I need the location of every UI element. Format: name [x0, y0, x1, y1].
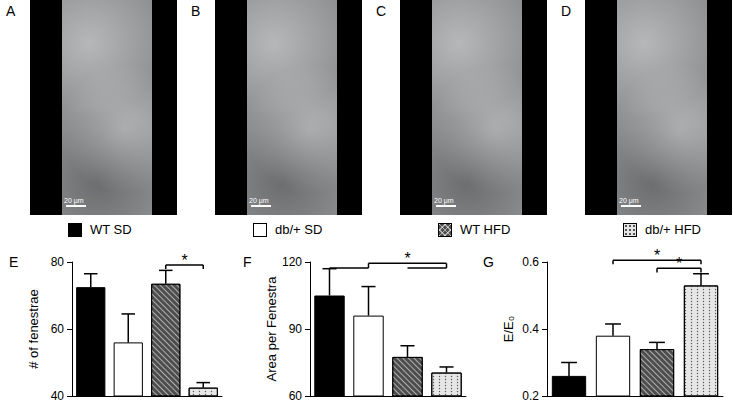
html-text:db/+ SD: db/+ SD	[275, 222, 323, 237]
html-text:D: D	[561, 3, 572, 19]
svg-text:F: F	[243, 254, 252, 270]
svg-text:60: 60	[289, 389, 303, 403]
html-text:WT SD: WT SD	[90, 222, 132, 237]
html-text:B: B	[191, 3, 201, 19]
html-text:20 μm: 20 μm	[249, 197, 269, 204]
svg-text:90: 90	[289, 322, 303, 336]
svg-text:*: *	[404, 250, 410, 267]
svg-text:*: *	[676, 255, 682, 272]
html-text:WT HFD: WT HFD	[460, 222, 511, 237]
html-text:20 μm: 20 μm	[434, 197, 454, 204]
svg-text:E/E₀: E/E₀	[501, 316, 516, 342]
svg-text:0.6: 0.6	[522, 255, 539, 269]
html-text:20 μm: 20 μm	[64, 197, 84, 204]
html-text:A: A	[6, 3, 16, 19]
html-text:C: C	[376, 3, 387, 19]
html-text:db/+ HFD: db/+ HFD	[645, 222, 701, 237]
svg-text:Area per Fenestra: Area per Fenestra	[264, 276, 279, 382]
svg-text:G: G	[483, 254, 494, 270]
svg-text:E: E	[9, 254, 18, 270]
svg-text:0.4: 0.4	[522, 322, 539, 336]
svg-text:40: 40	[51, 389, 65, 403]
svg-text:80: 80	[51, 255, 65, 269]
svg-text:*: *	[654, 247, 660, 264]
svg-text:60: 60	[51, 322, 65, 336]
html-text:20 μm: 20 μm	[619, 197, 639, 204]
svg-text:*: *	[181, 252, 187, 269]
svg-text:0.2: 0.2	[522, 389, 539, 403]
svg-text:# of fenestrae: # of fenestrae	[26, 289, 41, 369]
svg-text:120: 120	[282, 255, 302, 269]
